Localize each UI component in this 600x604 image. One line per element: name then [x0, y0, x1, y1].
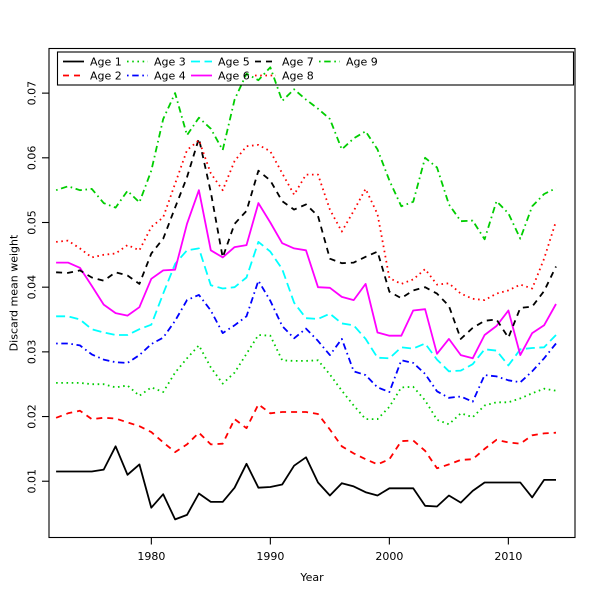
series-line-age-1 — [56, 445, 556, 521]
y-axis-title: Discard mean weight — [8, 234, 21, 351]
series-line-age-9 — [55, 66, 557, 241]
legend-box — [56, 51, 575, 86]
y-tick-label: 0.01 — [26, 469, 39, 494]
series-line-age-7 — [56, 137, 557, 340]
x-tick-label: 1990 — [256, 550, 284, 563]
y-tick-label: 0.07 — [26, 81, 39, 106]
x-tick-label: 2010 — [494, 550, 522, 563]
legend-label: Age 9 — [346, 55, 378, 68]
series-line-age-5 — [56, 240, 557, 373]
x-axis-title: Year — [299, 571, 324, 584]
series-line-age-2 — [55, 403, 557, 470]
y-tick-label: 0.06 — [26, 146, 39, 171]
series-line-age-3 — [56, 334, 557, 426]
legend-label: Age 6 — [218, 69, 250, 82]
series-line-age-6 — [56, 189, 557, 360]
legend-label: Age 4 — [154, 69, 186, 82]
legend-item-age-6: Age 6 — [191, 69, 250, 82]
legend-item-age-1: Age 1 — [63, 55, 122, 68]
legend-item-age-7: Age 7 — [255, 55, 314, 68]
y-tick-label: 0.04 — [26, 275, 39, 300]
y-tick-label: 0.05 — [26, 210, 39, 235]
x-tick-label: 1980 — [137, 550, 165, 563]
legend-item-age-4: Age 4 — [127, 69, 186, 82]
legend-label: Age 3 — [154, 55, 186, 68]
plot-border — [48, 47, 576, 539]
legend-item-age-5: Age 5 — [191, 55, 250, 68]
y-tick-label: 0.02 — [26, 404, 39, 429]
legend-label: Age 5 — [218, 55, 250, 68]
series-line-age-8 — [56, 139, 557, 302]
y-tick-label: 0.03 — [26, 340, 39, 365]
legend-label: Age 7 — [282, 55, 314, 68]
legend-label: Age 8 — [282, 69, 314, 82]
axes-layer: 1980 1990 2000 2010 0.01 0.02 0.03 0.04 0.05 0.06… — [26, 81, 523, 563]
legend-label: Age 1 — [90, 55, 122, 68]
legend-item-age-9: Age 9 — [319, 55, 378, 68]
legend-item-age-8: Age 8 — [255, 69, 314, 82]
series-layer — [55, 66, 557, 521]
legend-item-age-3: Age 3 — [127, 55, 186, 68]
series-line-age-4 — [56, 279, 557, 403]
legend-label: Age 2 — [90, 69, 122, 82]
legend-item-age-2: Age 2 — [63, 69, 122, 82]
x-tick-label: 2000 — [375, 550, 403, 563]
